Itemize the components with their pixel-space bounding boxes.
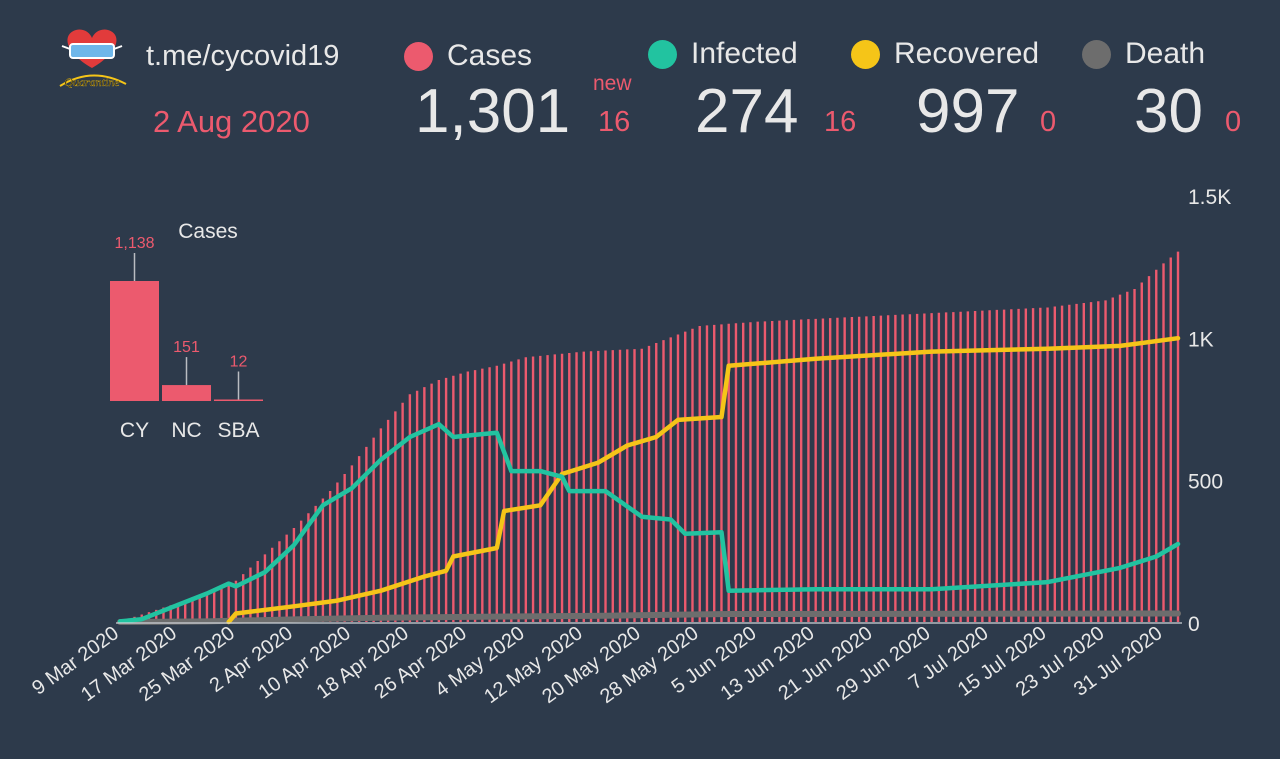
- inset-bar-sba: [214, 399, 263, 401]
- report-date: 2 Aug 2020: [153, 104, 310, 139]
- legend-recovered-label: Recovered: [894, 37, 1040, 70]
- inset-value-label: 12: [230, 354, 248, 371]
- y-tick-label: 0: [1188, 613, 1200, 636]
- x-tick-label: 12 May 2020: [480, 622, 586, 708]
- infected-dot-icon: [648, 39, 677, 69]
- cases-dot-icon: [404, 41, 433, 71]
- death-new: 0: [1225, 106, 1242, 138]
- death-line: [117, 610, 1181, 625]
- inset-value-label: 151: [173, 339, 200, 356]
- inset-value-label: 1,138: [114, 235, 154, 252]
- cases-total: 1,301: [415, 77, 571, 146]
- recovered-line: [226, 335, 1181, 625]
- legend-infected: Infected: [648, 37, 798, 71]
- cases-new: 16: [598, 106, 631, 138]
- y-tick-label: 1K: [1188, 328, 1214, 351]
- recovered-dot-icon: [851, 39, 880, 69]
- legend-cases: Cases: [404, 39, 532, 73]
- heart-mask-icon: Quarantine: [59, 29, 127, 89]
- inset-category-label: CY: [120, 419, 149, 442]
- legend-death: Death: [1082, 37, 1205, 71]
- legend-death-label: Death: [1125, 37, 1206, 70]
- death-total: 30: [1134, 77, 1203, 146]
- y-tick-label: 1.5K: [1188, 186, 1231, 209]
- new-label: new: [593, 72, 632, 95]
- inset-bar-cy: [110, 281, 159, 401]
- y-tick-label: 500: [1188, 471, 1223, 494]
- inset-bar-nc: [162, 385, 211, 401]
- legend-cases-label: Cases: [447, 39, 533, 72]
- quarantine-logo: Quarantine: [54, 24, 130, 104]
- recovered-total: 997: [916, 77, 1020, 146]
- death-dot-icon: [1082, 39, 1111, 69]
- x-tick-label: 28 May 2020: [596, 622, 702, 708]
- inset-title: Cases: [178, 220, 238, 243]
- infected-line: [117, 421, 1181, 624]
- legend-recovered: Recovered: [851, 37, 1039, 71]
- inset-category-label: NC: [171, 419, 201, 442]
- recovered-new: 0: [1040, 106, 1057, 138]
- channel-link[interactable]: t.me/cycovid19: [146, 40, 340, 72]
- infected-total: 274: [695, 77, 799, 146]
- x-tick-label: 20 May 2020: [538, 622, 644, 708]
- infected-new: 16: [824, 106, 857, 138]
- legend-infected-label: Infected: [691, 37, 798, 70]
- inset-category-label: SBA: [217, 419, 259, 442]
- logo-text: Quarantine: [64, 75, 120, 89]
